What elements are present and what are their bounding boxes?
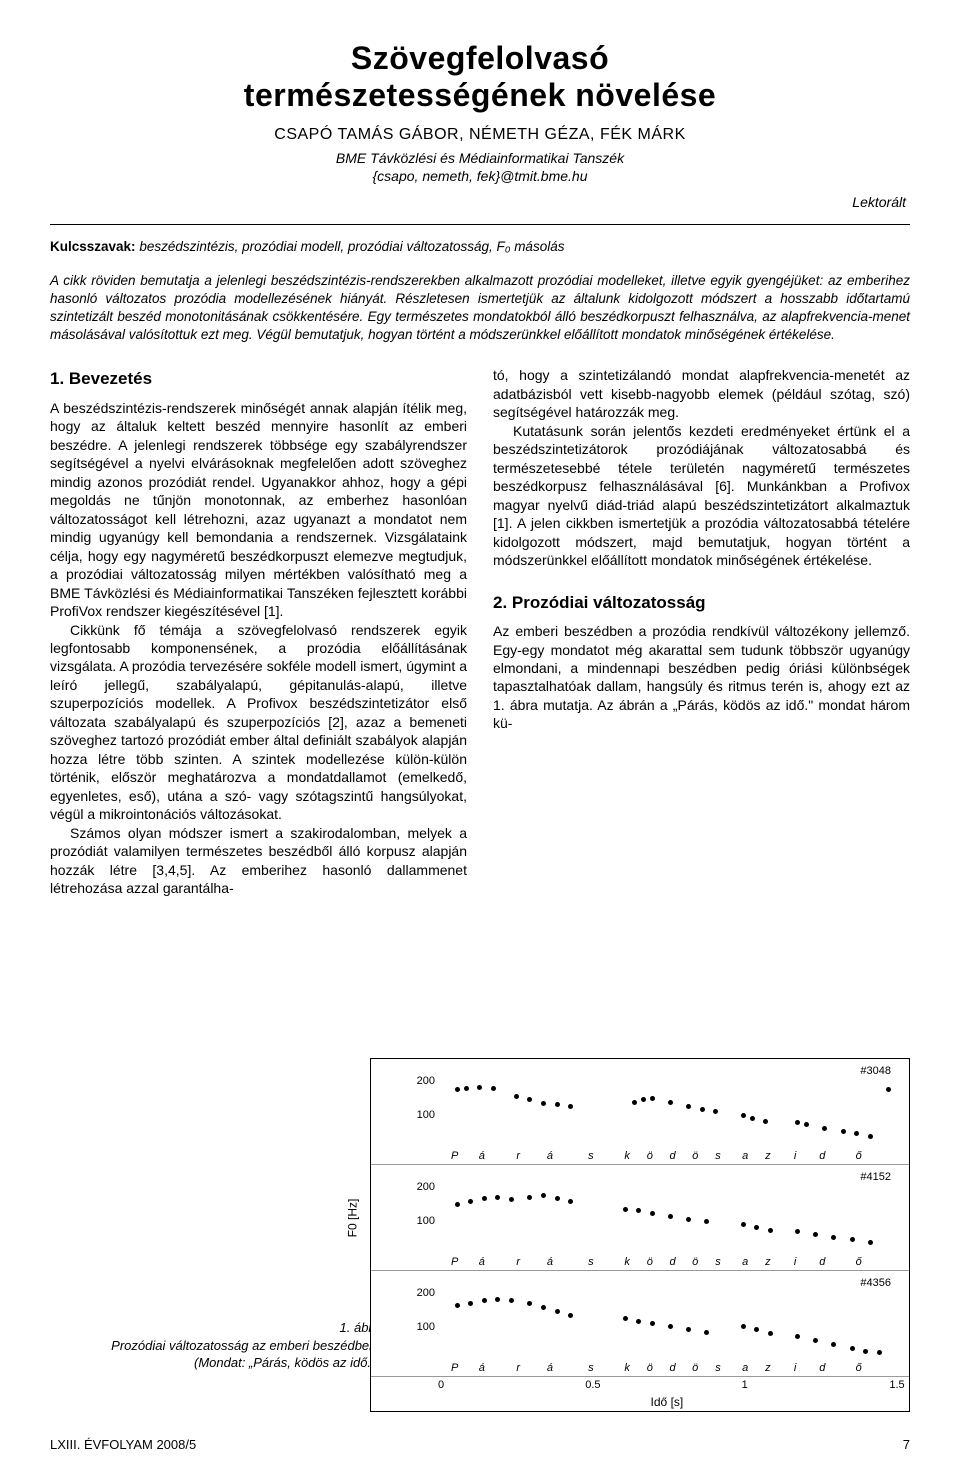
chart-panel: 200100#3048Párásködösazidő xyxy=(371,1059,909,1165)
divider xyxy=(50,224,910,225)
title-block: Szövegfelolvasó természetességének növel… xyxy=(50,40,910,184)
figure-caption: 1. ábra Prozódiai változatosság az ember… xyxy=(50,1319,380,1372)
chart-panel: 200100#4152PárásködösazidőF0 [Hz] xyxy=(371,1165,909,1271)
sec1-p2: Cikkünk fő témája a szövegfelolvasó rend… xyxy=(50,621,467,824)
y-axis-label: F0 [Hz] xyxy=(345,1198,359,1237)
reviewed-label: Lektorált xyxy=(50,194,906,210)
left-column: 1. Bevezetés A beszédszintézis-rendszere… xyxy=(50,366,467,897)
footer-right: 7 xyxy=(903,1437,910,1452)
x-axis-label: Idő [s] xyxy=(651,1395,684,1409)
fig-cap-3: (Mondat: „Párás, ködös az idő.") xyxy=(194,1355,380,1370)
sec2-p1: Az emberi beszédben a prozódia rendkívül… xyxy=(493,622,910,733)
body-columns: 1. Bevezetés A beszédszintézis-rendszere… xyxy=(50,366,910,897)
section2-head: 2. Prozódiai változatosság xyxy=(493,592,910,614)
page-footer: LXIII. ÉVFOLYAM 2008/5 7 xyxy=(50,1437,910,1452)
col2-p2: Kutatásunk során jelentős kezdeti eredmé… xyxy=(493,422,910,570)
figure-1-chart: 200100#3048Párásködösazidő200100#4152Pár… xyxy=(370,1058,910,1412)
email: {csapo, nemeth, fek}@tmit.bme.hu xyxy=(50,168,910,184)
kw-text: beszédszintézis, prozódiai modell, prozó… xyxy=(136,239,565,254)
page-title: Szövegfelolvasó természetességének növel… xyxy=(50,40,910,114)
chart-panel: 200100#4356Párásködösazidő xyxy=(371,1271,909,1377)
abstract: A cikk röviden bemutatja a jelenlegi bes… xyxy=(50,272,910,345)
title-line2: természetességének növelése xyxy=(244,77,716,113)
kw-label: Kulcsszavak: xyxy=(50,239,136,254)
sec1-p1: A beszédszintézis-rendszerek minőségét a… xyxy=(50,399,467,621)
keywords: Kulcsszavak: beszédszintézis, prozódiai … xyxy=(50,239,910,254)
affiliation: BME Távközlési és Médiainformatikai Tans… xyxy=(50,150,910,166)
sec1-p3: Számos olyan módszer ismert a szakirodal… xyxy=(50,824,467,898)
fig-cap-2: Prozódiai változatosság az emberi beszéd… xyxy=(111,1338,380,1353)
title-line1: Szövegfelolvasó xyxy=(351,40,609,76)
authors: CSAPÓ TAMÁS GÁBOR, NÉMETH GÉZA, FÉK MÁRK xyxy=(50,126,910,144)
footer-left: LXIII. ÉVFOLYAM 2008/5 xyxy=(50,1437,196,1452)
section1-head: 1. Bevezetés xyxy=(50,368,467,390)
right-column: tó, hogy a szintetizálandó mondat alapfr… xyxy=(493,366,910,897)
col2-p1: tó, hogy a szintetizálandó mondat alapfr… xyxy=(493,366,910,421)
